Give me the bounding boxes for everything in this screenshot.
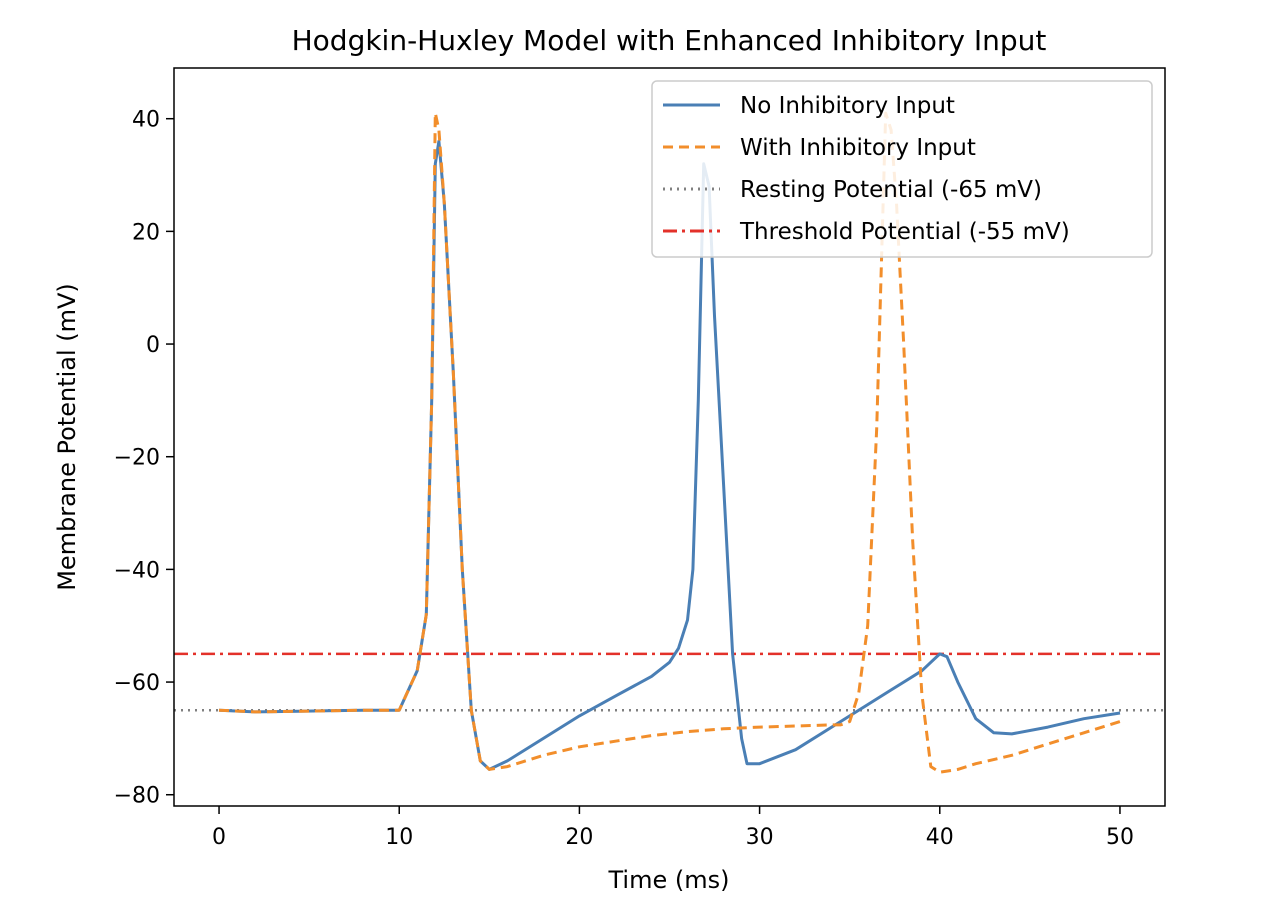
y-tick-label: −80 [114,784,160,809]
x-axis-ticks: 0 10 20 30 40 50 [212,806,1134,850]
y-tick-label: −60 [114,671,160,696]
chart-title: Hodgkin-Huxley Model with Enhanced Inhib… [292,24,1047,57]
y-axis-label: Membrane Potential (mV) [53,283,81,591]
legend: No Inhibitory Input With Inhibitory Input… [652,81,1152,257]
y-tick-label: 40 [132,108,160,133]
x-tick-label: 0 [212,825,226,850]
x-tick-label: 20 [565,825,593,850]
y-tick-label: −20 [114,446,160,471]
x-tick-label: 30 [746,825,774,850]
x-tick-label: 50 [1106,825,1134,850]
legend-label-0: No Inhibitory Input [740,93,955,119]
legend-label-2: Resting Potential (-65 mV) [740,177,1042,203]
x-axis-label: Time (ms) [608,866,730,894]
x-tick-label: 10 [385,825,413,850]
legend-label-3: Threshold Potential (-55 mV) [739,219,1070,245]
x-tick-label: 40 [926,825,954,850]
y-axis-ticks: −80 −60 −40 −20 0 20 40 [114,108,174,809]
legend-label-1: With Inhibitory Input [740,135,976,161]
y-tick-label: 0 [146,333,160,358]
y-tick-label: −40 [114,558,160,583]
y-tick-label: 20 [132,220,160,245]
